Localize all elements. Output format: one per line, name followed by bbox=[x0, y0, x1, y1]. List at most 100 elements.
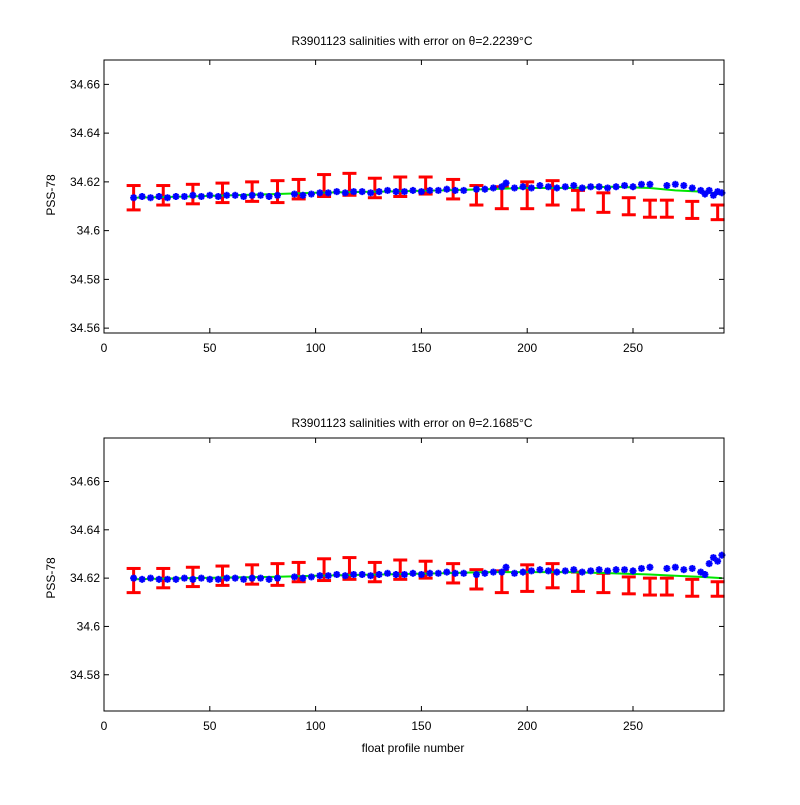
y-tick-label: 34.58 bbox=[70, 668, 100, 682]
top-panel: R3901123 salinities with error on θ=2.22… bbox=[44, 34, 726, 355]
error-bar bbox=[520, 180, 535, 211]
float-point bbox=[544, 567, 552, 575]
float-point-stroke-d2 bbox=[498, 568, 506, 576]
float-point bbox=[130, 574, 138, 582]
float-point-stroke-d2 bbox=[443, 185, 451, 193]
float-point-stroke-d2 bbox=[308, 190, 315, 198]
float-point-stroke-d2 bbox=[689, 184, 696, 192]
error-bar bbox=[621, 196, 636, 217]
float-point-stroke-d2 bbox=[545, 183, 552, 190]
float-point bbox=[358, 571, 366, 578]
float-point bbox=[155, 193, 163, 200]
float-point bbox=[367, 189, 375, 197]
float-point bbox=[248, 191, 256, 199]
error-bar bbox=[642, 198, 657, 219]
float-point-stroke-d2 bbox=[248, 574, 256, 582]
float-point bbox=[316, 572, 324, 580]
float-point-stroke-d2 bbox=[680, 182, 688, 189]
float-point-stroke-d2 bbox=[392, 188, 400, 195]
float-point-stroke-d2 bbox=[621, 182, 628, 189]
float-point-stroke-d2 bbox=[435, 187, 442, 194]
float-point bbox=[189, 191, 197, 199]
error-bar bbox=[710, 203, 725, 222]
float-point-stroke-d2 bbox=[536, 182, 544, 189]
float-point bbox=[384, 186, 392, 194]
float-point-stroke-d2 bbox=[333, 571, 340, 578]
float-point-stroke-d2 bbox=[418, 571, 425, 578]
float-point-stroke-d2 bbox=[333, 188, 340, 195]
float-point bbox=[333, 571, 341, 578]
float-point bbox=[587, 183, 595, 191]
float-point-stroke-d2 bbox=[502, 179, 510, 187]
float-point-stroke-d2 bbox=[308, 573, 315, 581]
float-point-stroke-d2 bbox=[435, 570, 442, 577]
float-point-stroke-d2 bbox=[206, 576, 214, 583]
float-point bbox=[290, 573, 298, 581]
float-point-stroke-d2 bbox=[629, 183, 637, 190]
float-point bbox=[443, 568, 451, 576]
float-point bbox=[612, 566, 620, 574]
float-point bbox=[434, 186, 442, 194]
float-point bbox=[519, 568, 527, 576]
float-point-stroke-d2 bbox=[409, 570, 417, 577]
error-bar bbox=[685, 199, 700, 220]
float-point bbox=[163, 575, 171, 583]
float-point bbox=[637, 564, 645, 572]
error-bar bbox=[215, 181, 230, 205]
float-point-stroke-d2 bbox=[147, 574, 154, 582]
float-point-stroke-d2 bbox=[473, 185, 480, 193]
float-point-stroke-d2 bbox=[155, 193, 163, 200]
float-point-stroke-d2 bbox=[384, 570, 391, 577]
mapped-salinity-line bbox=[133, 185, 723, 199]
float-point-stroke-d2 bbox=[164, 576, 171, 583]
float-point-stroke-d2 bbox=[426, 570, 434, 577]
float-point bbox=[570, 182, 578, 190]
float-point bbox=[688, 184, 696, 192]
float-point-stroke-d2 bbox=[138, 576, 146, 583]
float-point bbox=[257, 191, 265, 199]
float-point-stroke-d2 bbox=[697, 568, 704, 576]
float-point-stroke-d2 bbox=[528, 567, 535, 575]
float-point bbox=[265, 193, 273, 200]
float-point-stroke-d2 bbox=[257, 192, 264, 199]
float-point bbox=[511, 184, 519, 192]
float-point-stroke-d2 bbox=[460, 570, 467, 577]
float-point bbox=[375, 571, 383, 578]
float-point-stroke-d2 bbox=[621, 566, 628, 573]
float-point bbox=[155, 575, 163, 583]
float-point bbox=[409, 186, 417, 194]
float-point bbox=[206, 191, 214, 199]
float-point bbox=[257, 574, 265, 582]
bottom-panel-axes-box bbox=[103, 437, 725, 712]
y-tick-label: 34.66 bbox=[70, 77, 100, 91]
float-point bbox=[680, 182, 688, 190]
float-point bbox=[350, 188, 358, 196]
error-bar bbox=[418, 559, 433, 580]
x-tick-label: 150 bbox=[411, 341, 431, 355]
float-point bbox=[519, 183, 527, 191]
float-point-stroke-d2 bbox=[638, 565, 645, 572]
float-point bbox=[680, 566, 688, 574]
float-point-stroke-d2 bbox=[231, 192, 239, 199]
float-point-stroke-d2 bbox=[274, 574, 281, 582]
error-bar bbox=[270, 562, 285, 587]
float-point-stroke-d2 bbox=[367, 189, 374, 197]
float-point-stroke-d2 bbox=[375, 188, 383, 195]
error-bar bbox=[291, 560, 306, 584]
float-point-stroke-d2 bbox=[579, 568, 586, 576]
float-point-stroke-d2 bbox=[316, 572, 324, 579]
float-point bbox=[384, 569, 392, 577]
error-bar bbox=[545, 562, 560, 590]
y-tick-label: 34.6 bbox=[77, 224, 101, 238]
float-point bbox=[595, 566, 603, 574]
float-point bbox=[472, 185, 480, 193]
float-point bbox=[612, 183, 620, 191]
float-point-stroke-d2 bbox=[325, 572, 332, 579]
error-bar bbox=[270, 179, 285, 205]
float-point-stroke-d2 bbox=[490, 184, 497, 192]
float-point bbox=[214, 575, 222, 583]
error-bar bbox=[685, 577, 700, 598]
float-point bbox=[172, 575, 180, 583]
